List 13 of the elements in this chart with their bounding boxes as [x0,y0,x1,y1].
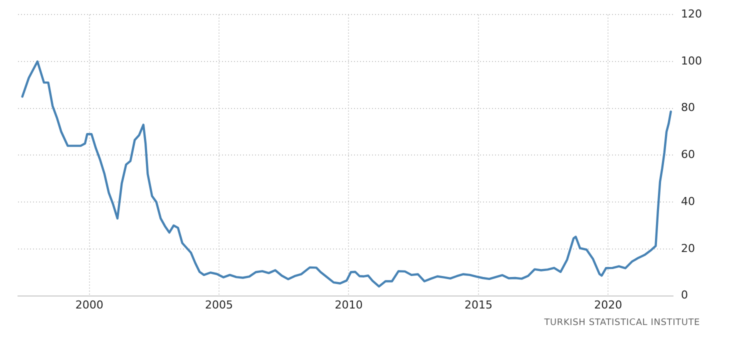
y-tick-label: 120 [681,7,702,20]
y-tick-label: 20 [681,242,696,255]
text: TURKISH STATISTICAL INSTITUTE [544,318,700,328]
x-tick-label: 2005 [205,298,234,312]
x-tick-label: 2010 [334,298,363,312]
y-tick-label: 100 [681,54,702,68]
x-tick-label: 2000 [75,298,104,312]
x-tick-label: 2015 [464,298,492,312]
y-tick-label: 80 [681,101,696,114]
y-tick-label: 0 [681,288,688,302]
x-tick-label: 2020 [594,298,622,312]
y-tick-label: 60 [681,148,696,162]
y-tick-label: 40 [681,194,696,208]
